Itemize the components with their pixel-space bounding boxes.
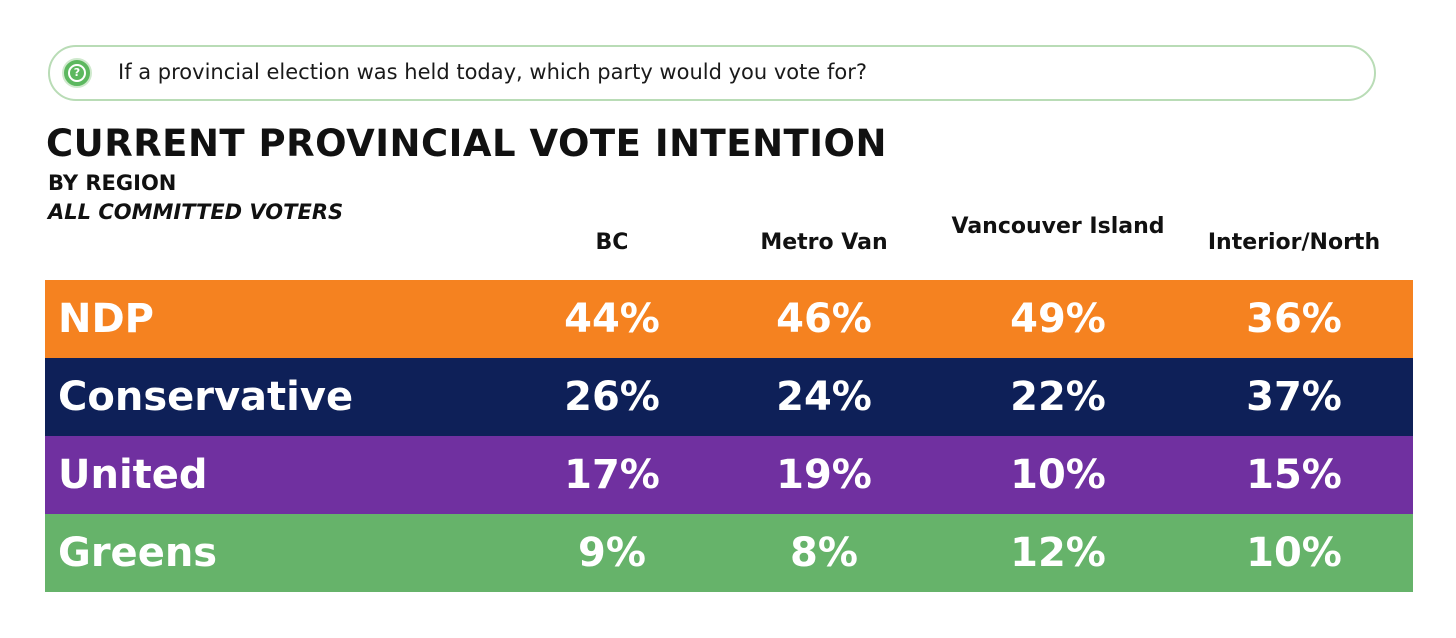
cell-greens-metro-van: 8% <box>790 530 858 576</box>
chart-subtitle: BY REGION <box>48 171 177 195</box>
cell-conservative-bc: 26% <box>564 374 660 420</box>
column-header-interior-north: Interior/North <box>1207 230 1381 255</box>
cell-greens-interior-north: 10% <box>1246 530 1342 576</box>
cell-united-interior-north: 15% <box>1246 452 1342 498</box>
chart-title: CURRENT PROVINCIAL VOTE INTENTION <box>46 122 887 165</box>
cell-ndp-vancouver-island: 49% <box>1010 296 1106 342</box>
cell-conservative-vancouver-island: 22% <box>1010 374 1106 420</box>
cell-conservative-metro-van: 24% <box>776 374 872 420</box>
cell-ndp-bc: 44% <box>564 296 660 342</box>
column-header-bc: BC <box>595 230 629 255</box>
column-header-metro-van: Metro Van <box>760 230 888 255</box>
cell-greens-vancouver-island: 12% <box>1010 530 1106 576</box>
vote-intention-table: NDP 44% 46% 49% 36% Conservative 26% 24%… <box>45 280 1413 592</box>
row-label-ndp: NDP <box>58 296 154 342</box>
cell-united-metro-van: 19% <box>776 452 872 498</box>
table-row-ndp: NDP 44% 46% 49% 36% <box>45 280 1413 358</box>
cell-greens-bc: 9% <box>578 530 646 576</box>
row-label-conservative: Conservative <box>58 374 354 420</box>
question-text: If a provincial election was held today,… <box>118 60 867 84</box>
table-row-conservative: Conservative 26% 24% 22% 37% <box>45 358 1413 436</box>
question-mark-glyph: ? <box>68 64 86 82</box>
table-row-greens: Greens 9% 8% 12% 10% <box>45 514 1413 592</box>
column-header-vancouver-island: Vancouver Island <box>951 214 1165 239</box>
question-icon: ? <box>62 58 92 88</box>
question-banner: ? If a provincial election was held toda… <box>48 45 1376 101</box>
cell-united-bc: 17% <box>564 452 660 498</box>
row-label-united: United <box>58 452 208 498</box>
table-row-united: United 17% 19% 10% 15% <box>45 436 1413 514</box>
chart-subtitle-voters: ALL COMMITTED VOTERS <box>48 200 344 224</box>
cell-ndp-interior-north: 36% <box>1246 296 1342 342</box>
cell-conservative-interior-north: 37% <box>1246 374 1342 420</box>
cell-ndp-metro-van: 46% <box>776 296 872 342</box>
cell-united-vancouver-island: 10% <box>1010 452 1106 498</box>
row-label-greens: Greens <box>58 530 218 576</box>
